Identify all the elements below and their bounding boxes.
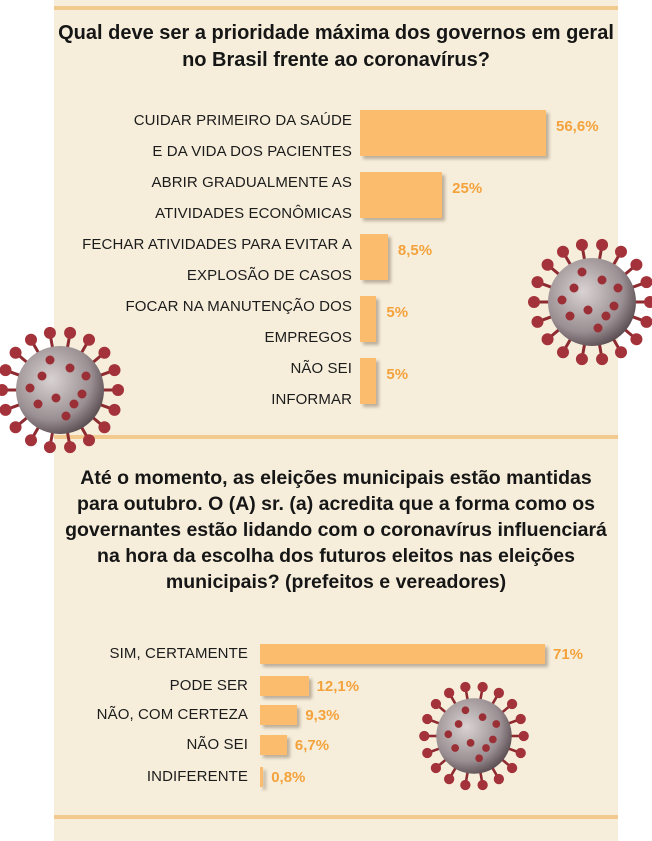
- value-label: 9,3%: [305, 707, 340, 724]
- chart2-title-line: governantes estão lidando com o coronaví…: [65, 519, 607, 541]
- category-label: FECHAR ATIVIDADES PARA EVITAR A EXPLOSÃO …: [82, 236, 352, 284]
- value-label: 56,6%: [556, 118, 599, 135]
- bottom-separator: [54, 815, 618, 819]
- category-label: ABRIR GRADUALMENTE AS ATIVIDADES ECONÔMIC…: [151, 174, 352, 222]
- chart1-title-line: no Brasil frente ao coronavírus?: [182, 49, 490, 71]
- bar: [260, 767, 264, 787]
- chart1-title: Qual deve ser a prioridade máxima dos go…: [54, 20, 618, 74]
- category-label: PODE SER: [169, 677, 248, 694]
- chart2-title-line: Até o momento, as eleições municipais es…: [80, 467, 592, 489]
- category-label: FOCAR NA MANUTENÇÃO DOS EMPREGOS: [125, 298, 352, 346]
- value-label: 8,5%: [397, 242, 433, 259]
- value-label: 12,1%: [316, 678, 360, 695]
- chart1-title-line: Qual deve ser a prioridade máxima dos go…: [58, 22, 614, 44]
- bar: [360, 296, 377, 342]
- category-label: CUIDAR PRIMEIRO DA SAÚDE E DA VIDA DOS PA…: [133, 112, 352, 160]
- category-label: NÃO, COM CERTEZA: [96, 706, 248, 723]
- bar: [360, 358, 377, 404]
- bar: [260, 644, 545, 664]
- chart2-title-line: municipais? (prefeitos e vereadores): [165, 571, 507, 593]
- category-label: INDIFERENTE: [146, 768, 248, 785]
- category-label: SIM, CERTAMENTE: [109, 645, 248, 662]
- coronavirus-icon: [0, 326, 124, 454]
- top-separator: [54, 6, 618, 10]
- category-label: NÃO SEI: [186, 736, 248, 753]
- bar: [260, 676, 309, 696]
- coronavirus-icon: [528, 238, 652, 366]
- value-label: 25%: [452, 180, 483, 197]
- value-label: 6,7%: [294, 737, 330, 754]
- value-label: 0,8%: [271, 769, 306, 786]
- bar: [360, 172, 443, 218]
- chart2-title-line: para outubro. O (A) sr. (a) acredita que…: [77, 493, 595, 515]
- category-label: NÃO SEI INFORMAR: [271, 360, 352, 408]
- bar: [260, 735, 287, 755]
- bar: [260, 705, 298, 725]
- coronavirus-icon: [419, 681, 529, 791]
- value-label: 71%: [553, 646, 584, 663]
- value-label: 5%: [386, 366, 409, 383]
- chart2-title-line: na hora da escolha dos futuros eleitos n…: [97, 545, 575, 567]
- middle-separator: [54, 435, 618, 439]
- value-label: 5%: [386, 304, 409, 321]
- chart2-title: Até o momento, as eleições municipais es…: [54, 465, 618, 595]
- bar: [360, 110, 546, 156]
- bar: [360, 234, 388, 280]
